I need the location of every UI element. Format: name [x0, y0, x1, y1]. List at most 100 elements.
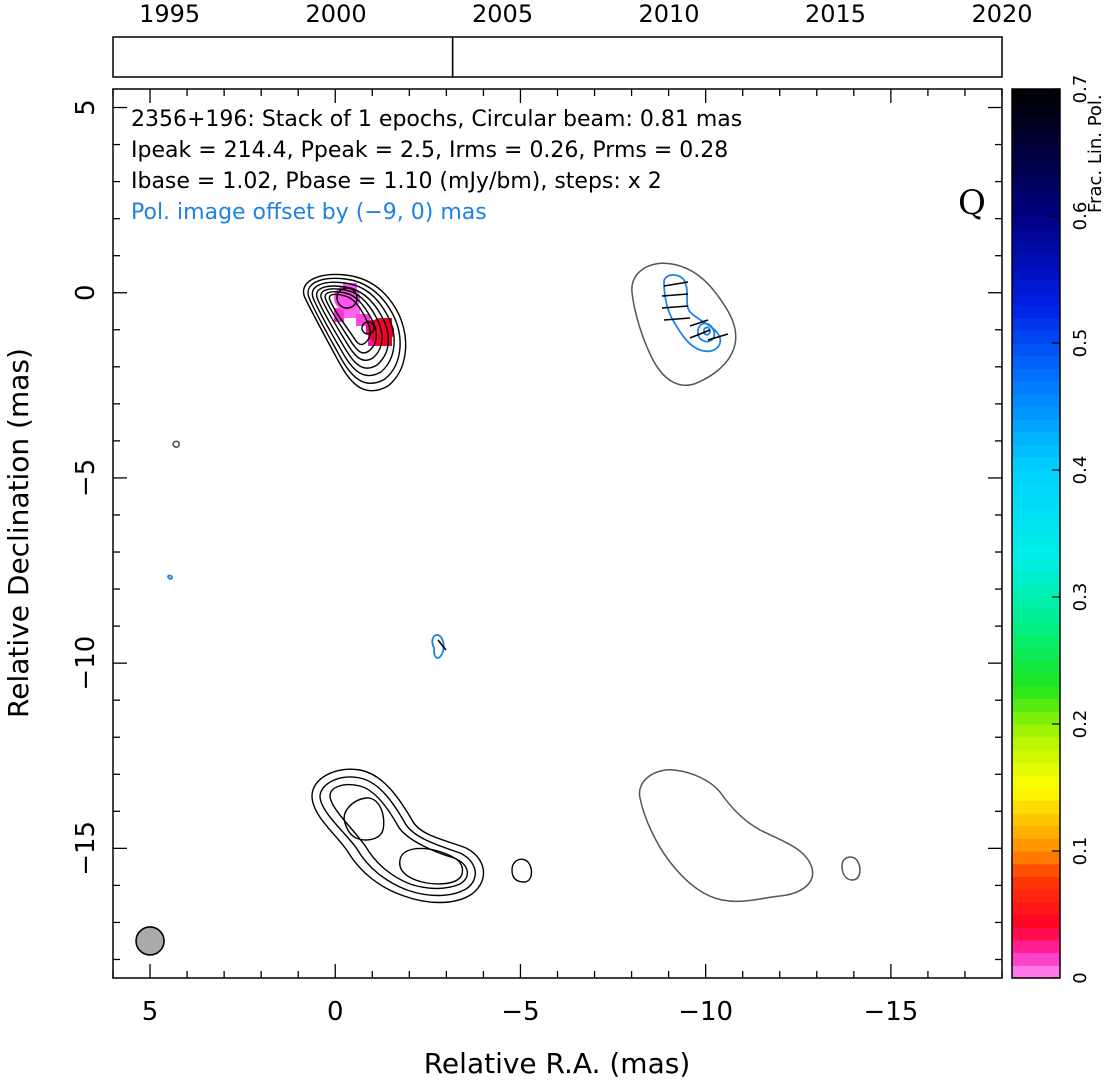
colorbar-band: [1012, 495, 1060, 509]
colorbar-band: [1012, 584, 1060, 598]
pol-base-contours: [172, 262, 861, 903]
colorbar-band: [1012, 482, 1060, 496]
stokes-i-contours-lobe: [311, 768, 533, 904]
colorbar-band: [1012, 762, 1060, 776]
colorbar-band: [1012, 317, 1060, 331]
colorbar-band: [1012, 190, 1060, 204]
y-tick-label: 0: [71, 284, 101, 301]
pol-base-contour: [638, 769, 814, 903]
colorbar-band: [1012, 800, 1060, 814]
colorbar-band: [1012, 406, 1060, 420]
colorbar-tick-label: 0.6: [1070, 202, 1091, 231]
colorbar-band: [1012, 114, 1060, 128]
contour: [343, 797, 385, 841]
timeline-tick-label: 1995: [139, 0, 200, 28]
axis-ticks: 5 0 −5 −10 −15 5 0 −5 −10 −15: [71, 89, 1003, 1027]
evpa-vectors: [437, 281, 729, 651]
colorbar-tick-label: 0.2: [1070, 710, 1091, 739]
colorbar-title: Frac. Lin. Pol.: [1085, 94, 1106, 213]
evpa-vector: [661, 305, 689, 309]
pol-contours: [167, 274, 722, 659]
evpa-vector: [707, 333, 729, 341]
colorbar-band: [1012, 863, 1060, 877]
y-axis-title: Relative Declination (mas): [2, 348, 35, 718]
fracpol-pixel: [374, 322, 384, 346]
colorbar-frame: [1011, 88, 1061, 979]
colorbar-band: [1012, 393, 1060, 408]
pol-base-contour: [841, 856, 861, 881]
colorbar-band: [1012, 457, 1060, 471]
pol-contour: [167, 574, 173, 580]
timeline-tick-label: 2010: [639, 0, 700, 28]
y-tick-label: −15: [71, 821, 101, 876]
stokes-label: Q: [958, 183, 986, 223]
colorbar-band: [1012, 228, 1060, 242]
colorbar-band: [1012, 355, 1060, 369]
colorbar-band: [1012, 292, 1060, 306]
contour: [307, 277, 401, 385]
colorbar-band: [1012, 101, 1060, 115]
y-tick-label: 5: [71, 99, 101, 116]
colorbar-band: [1012, 838, 1060, 852]
pol-contour: [431, 634, 445, 659]
colorbar-tick-label: 0.1: [1070, 837, 1091, 866]
colorbar-band: [1012, 444, 1060, 458]
timeline-ticks: 1995 2000 2005 2010 2015 2020: [139, 0, 1032, 28]
colorbar-band: [1012, 635, 1060, 649]
colorbar-band: [1012, 266, 1060, 281]
colorbar-band: [1012, 597, 1060, 611]
contour: [315, 285, 390, 369]
contour: [311, 768, 485, 904]
colorbar-band: [1012, 609, 1060, 623]
colorbar-band: [1012, 165, 1060, 179]
timeline-tick-label: 2015: [805, 0, 866, 28]
info-line-1: 2356+196: Stack of 1 epochs, Circular be…: [131, 107, 742, 132]
colorbar-band: [1012, 698, 1060, 712]
colorbar-band: [1012, 508, 1060, 522]
contour: [511, 858, 533, 883]
colorbar-band: [1012, 901, 1060, 916]
y-tick-label: −5: [71, 459, 101, 497]
evpa-vector: [437, 639, 447, 651]
pol-base-contour: [172, 440, 180, 448]
x-tick-label: 5: [142, 997, 159, 1027]
timeline: 1995 2000 2005 2010 2015 2020: [112, 0, 1033, 78]
colorbar-band: [1012, 127, 1060, 141]
colorbar-ticks: 0 0.1 0.2 0.3 0.4 0.5 0.6 0.7: [1052, 75, 1091, 984]
colorbar-band: [1012, 660, 1060, 674]
contour: [399, 847, 464, 885]
colorbar: 0 0.1 0.2 0.3 0.4 0.5 0.6 0.7 Frac. Lin. Pol.: [1011, 75, 1106, 984]
x-tick-label: −15: [863, 997, 918, 1027]
colorbar-band: [1012, 330, 1060, 344]
evpa-vector: [663, 281, 689, 287]
colorbar-band: [1012, 876, 1060, 890]
contour: [329, 783, 469, 890]
colorbar-band: [1012, 279, 1060, 293]
pol-contour: [697, 322, 716, 343]
pol-contour: [703, 326, 711, 336]
evpa-vector: [689, 319, 709, 327]
x-tick-label: −10: [678, 997, 733, 1027]
colorbar-band: [1012, 254, 1060, 268]
stokes-i-contours-core: [303, 273, 407, 392]
colorbar-band: [1012, 774, 1060, 789]
colorbar-band: [1012, 825, 1060, 839]
colorbar-band: [1012, 368, 1060, 382]
contour: [303, 273, 407, 392]
pol-base-contour: [631, 262, 737, 387]
colorbar-band: [1012, 241, 1060, 255]
colorbar-band: [1012, 965, 1060, 979]
beam-ellipse: [135, 926, 165, 956]
colorbar-band: [1012, 685, 1060, 700]
plot-area: 5 0 −5 −10 −15 5 0 −5 −10 −15: [2, 88, 1003, 1080]
colorbar-band: [1012, 546, 1060, 560]
pol-contour: [663, 274, 722, 353]
colorbar-tick-label: 0: [1070, 972, 1091, 983]
colorbar-band: [1012, 520, 1060, 535]
colorbar-band: [1012, 749, 1060, 763]
colorbar-band: [1012, 736, 1060, 750]
timeline-tick-label: 2005: [472, 0, 533, 28]
colorbar-band: [1012, 203, 1060, 217]
x-tick-label: −5: [501, 997, 539, 1027]
colorbar-band: [1012, 431, 1060, 446]
